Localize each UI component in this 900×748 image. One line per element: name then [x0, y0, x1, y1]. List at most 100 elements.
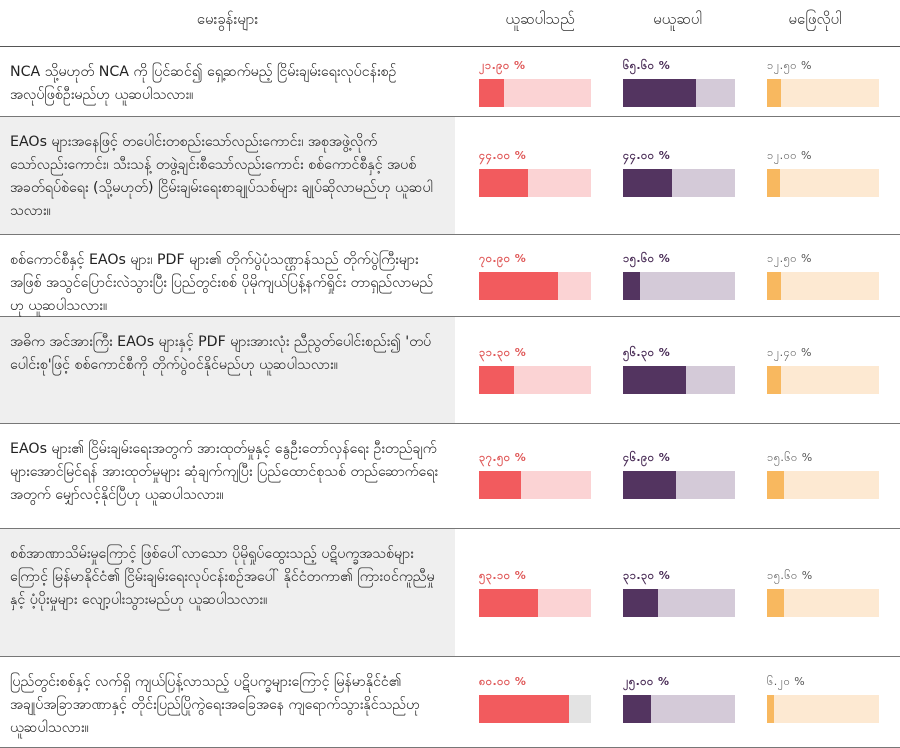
dont-know-percent-label: ၁၂.၅၀ %	[767, 252, 812, 265]
disagree-cell: ၃၁.၃၀ %	[623, 529, 735, 656]
header-disagree: မယူဆပါ	[653, 10, 702, 28]
header-agree: ယူဆပါသည်	[505, 10, 575, 28]
agree-percent-label: ၂၁.၉၀ %	[479, 59, 526, 72]
dont-know-cell: ၆.၂၀ %	[767, 657, 879, 747]
dont-know-cell: ၁၂.၅၀ %	[767, 235, 879, 316]
table-row: NCA သို့မဟုတ် NCA ကို ပြင်ဆင်၍ ရှေ့ဆက်မည…	[0, 47, 900, 117]
dont-know-percent-label: ၁၂.၅၀ %	[767, 59, 812, 72]
agree-bar-track	[479, 272, 591, 300]
agree-cell: ၃၁.၃၀ %	[479, 317, 591, 423]
dont-know-bar-fill	[767, 471, 785, 499]
dont-know-percent-label: ၁၅.၆၀ %	[767, 569, 813, 582]
agree-percent-label: ၅၃.၁၀ %	[479, 569, 527, 582]
agree-bar-fill	[479, 79, 504, 107]
table-header: မေးခွန်းများ ယူဆပါသည် မယူဆပါ မဖြေလိုပါ	[0, 0, 900, 47]
dont-know-bar-track	[767, 272, 879, 300]
disagree-bar-fill	[623, 695, 651, 723]
agree-bar-track	[479, 589, 591, 617]
agree-percent-label: ၃၁.၃၀ %	[479, 346, 527, 359]
dont-know-bar-track	[767, 589, 879, 617]
disagree-bar-fill	[623, 366, 687, 394]
dont-know-cell: ၁၂.၀၀ %	[767, 117, 879, 234]
agree-bar-fill	[479, 366, 515, 394]
disagree-bar-fill	[623, 272, 641, 300]
disagree-percent-label: ၄၄.၀၀ %	[623, 149, 671, 162]
dont-know-cell: ၁၂.၄၀ %	[767, 317, 879, 423]
agree-percent-label: ၇၀.၉၀ %	[479, 252, 527, 265]
table-row: EAOs များ၏ ငြိမ်းချမ်းရေးအတွက် အားထုတ်မှ…	[0, 424, 900, 529]
agree-bar-fill	[479, 272, 559, 300]
dont-know-bar-fill	[767, 695, 774, 723]
header-question: မေးခွန်းများ	[196, 10, 259, 28]
dont-know-percent-label: ၁၂.၄၀ %	[767, 346, 812, 359]
disagree-percent-label: ၃၁.၃၀ %	[623, 569, 671, 582]
dont-know-bar-fill	[767, 79, 781, 107]
disagree-bar-track	[623, 366, 735, 394]
agree-bar-track	[479, 695, 591, 723]
disagree-percent-label: ၄၆.၉၀ %	[623, 451, 671, 464]
agree-bar-fill	[479, 169, 529, 197]
question-text: စစ်အာဏာသိမ်းမှုကြောင့် ဖြစ်ပေါ်လာသော ပို…	[0, 529, 455, 656]
table-row: EAOs များအနေဖြင့် တပေါင်းတစည်းသော်လည်းကေ…	[0, 117, 900, 235]
dont-know-percent-label: ၁၅.၆၀ %	[767, 451, 813, 464]
disagree-bar-track	[623, 169, 735, 197]
question-text: NCA သို့မဟုတ် NCA ကို ပြင်ဆင်၍ ရှေ့ဆက်မည…	[10, 64, 397, 103]
agree-cell: ၄၄.၀၀ %	[479, 117, 591, 234]
agree-bar-track	[479, 471, 591, 499]
agree-percent-label: ၈၀.၀၀ %	[479, 675, 527, 688]
disagree-percent-label: ၅၆.၃၀ %	[623, 346, 671, 359]
agree-cell: ၂၁.၉၀ %	[479, 47, 591, 116]
header-dont-know: မဖြေလိုပါ	[788, 10, 842, 28]
dont-know-percent-label: ၁၂.၀၀ %	[767, 149, 812, 162]
disagree-cell: ၅၆.၃၀ %	[623, 317, 735, 423]
table-row: အဓိက အင်အားကြီး EAOs များနှင့် PDF များအ…	[0, 317, 900, 424]
dont-know-bar-track	[767, 695, 879, 723]
agree-cell: ၇၀.၉၀ %	[479, 235, 591, 316]
question-text: စစ်ကောင်စီနှင့် EAOs များ၊ PDF များ၏ တို…	[10, 252, 434, 314]
agree-bar-track	[479, 79, 591, 107]
dont-know-percent-label: ၆.၂၀ %	[767, 675, 806, 688]
disagree-bar-fill	[623, 471, 676, 499]
disagree-cell: ၄၆.၉၀ %	[623, 424, 735, 528]
disagree-cell: ၂၅.၀၀ %	[623, 657, 735, 747]
dont-know-bar-track	[767, 169, 879, 197]
dont-know-bar-fill	[767, 366, 781, 394]
agree-bar-track	[479, 169, 591, 197]
disagree-cell: ၁၅.၆၀ %	[623, 235, 735, 316]
agree-percent-label: ၃၇.၅၀ %	[479, 451, 527, 464]
dont-know-bar-track	[767, 471, 879, 499]
agree-bar-track	[479, 366, 591, 394]
agree-cell: ၈၀.၀၀ %	[479, 657, 591, 747]
dont-know-bar-fill	[767, 272, 781, 300]
disagree-percent-label: ၆၅.၆၀ %	[623, 59, 671, 72]
disagree-percent-label: ၁၅.၆၀ %	[623, 252, 671, 265]
disagree-cell: ၄၄.၀၀ %	[623, 117, 735, 234]
disagree-bar-fill	[623, 589, 659, 617]
question-text: အဓိက အင်အားကြီး EAOs များနှင့် PDF များအ…	[0, 317, 455, 423]
disagree-bar-track	[623, 79, 735, 107]
disagree-bar-track	[623, 272, 735, 300]
disagree-bar-track	[623, 471, 735, 499]
dont-know-bar-fill	[767, 169, 781, 197]
question-text: EAOs များအနေဖြင့် တပေါင်းတစည်းသော်လည်းကေ…	[0, 117, 455, 234]
agree-cell: ၅၃.၁၀ %	[479, 529, 591, 656]
disagree-percent-label: ၂၅.၀၀ %	[623, 675, 670, 688]
table-row: စစ်အာဏာသိမ်းမှုကြောင့် ဖြစ်ပေါ်လာသော ပို…	[0, 529, 900, 657]
dont-know-cell: ၁၅.၆၀ %	[767, 424, 879, 528]
dont-know-bar-fill	[767, 589, 785, 617]
disagree-bar-track	[623, 695, 735, 723]
disagree-bar-fill	[623, 79, 697, 107]
agree-bar-fill	[479, 589, 539, 617]
disagree-bar-fill	[623, 169, 673, 197]
agree-cell: ၃၇.၅၀ %	[479, 424, 591, 528]
dont-know-bar-track	[767, 79, 879, 107]
agree-percent-label: ၄၄.၀၀ %	[479, 149, 527, 162]
agree-bar-fill	[479, 695, 569, 723]
dont-know-bar-track	[767, 366, 879, 394]
disagree-bar-track	[623, 589, 735, 617]
agree-bar-fill	[479, 471, 521, 499]
dont-know-cell: ၁၅.၆၀ %	[767, 529, 879, 656]
question-text: EAOs များ၏ ငြိမ်းချမ်းရေးအတွက် အားထုတ်မှ…	[10, 441, 439, 503]
dont-know-cell: ၁၂.၅၀ %	[767, 47, 879, 116]
